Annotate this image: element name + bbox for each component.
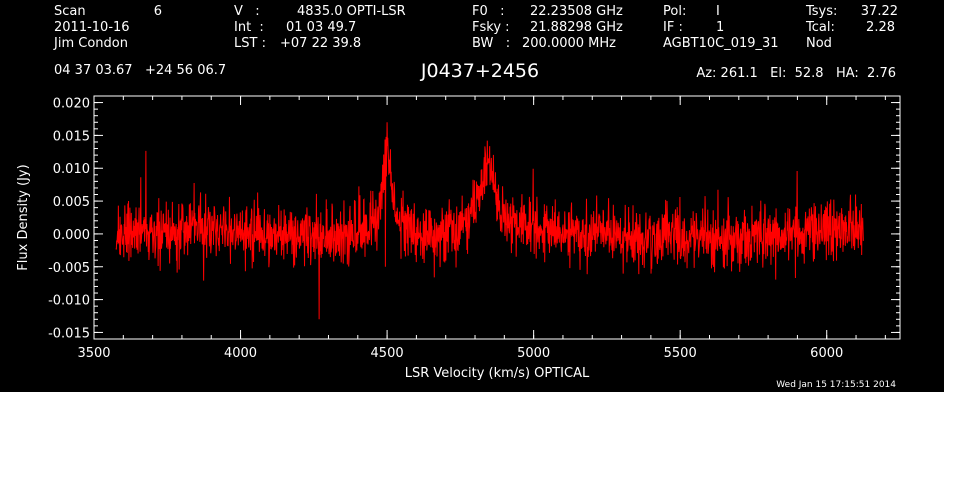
tcal-value: 2.28 — [866, 20, 895, 35]
x-tick-label: 6000 — [810, 346, 843, 361]
integration-value: 01 03 49.7 — [286, 20, 357, 35]
x-tick-label: 5500 — [664, 346, 697, 361]
y-tick-label: -0.015 — [48, 326, 90, 341]
y-axis-label: Flux Density (Jy) — [16, 164, 31, 270]
lst-label: LST : — [234, 36, 266, 51]
y-tick-label: 0.015 — [53, 129, 90, 144]
observer-name: Jim Condon — [54, 36, 128, 51]
x-tick-label: 4500 — [371, 346, 404, 361]
x-tick-label: 5000 — [517, 346, 550, 361]
y-tick-label: 0.000 — [53, 228, 90, 243]
if-value: 1 — [716, 20, 725, 35]
pointing-info: Az: 261.1 El: 52.8 HA: 2.76 — [696, 66, 896, 81]
spectrum-plot: 3500 4000 4500 5000 5500 6000 0.020 0.015 0.010 0… — [16, 95, 901, 381]
observation-date: 2011-10-16 — [54, 20, 130, 35]
if-label: IF : — [663, 20, 683, 35]
source-coordinates: 04 37 03.67 +24 56 06.7 — [54, 63, 227, 78]
tsys-label: Tsys: — [806, 4, 838, 19]
y-tick-label: -0.010 — [48, 294, 90, 309]
spectrum-trace — [115, 122, 864, 320]
velocity-label: V : — [234, 4, 260, 19]
velocity-value: 4835.0 OPTI-LSR — [297, 4, 406, 19]
x-tick-label: 4000 — [224, 346, 257, 361]
y-tick-label: 0.020 — [53, 97, 90, 112]
tcal-label: Tcal: — [806, 20, 835, 35]
polarization-value: I — [716, 4, 720, 19]
scan-value: 6 — [153, 4, 162, 19]
plot-timestamp: Wed Jan 15 17:15:51 2014 — [776, 380, 896, 390]
scan-label: Scan — [54, 4, 86, 19]
sky-frequency-label: Fsky : — [472, 20, 510, 35]
spectrum-figure: Scan 6 2011-10-16 Jim Condon 04 37 03.67… — [0, 0, 944, 392]
y-tick-label: 0.010 — [53, 162, 90, 177]
sky-frequency-value: 21.88298 GHz — [530, 20, 623, 35]
bandwidth-value: 200.0000 MHz — [522, 36, 616, 51]
plot-frame — [93, 95, 901, 340]
rest-frequency-label: F0 : — [472, 4, 505, 19]
x-tick-label: 3500 — [77, 346, 110, 361]
lst-value: +07 22 39.8 — [280, 36, 362, 51]
project-id: AGBT10C_019_31 — [663, 36, 779, 51]
integration-label: Int : — [234, 20, 264, 35]
rest-frequency-value: 22.23508 GHz — [530, 4, 623, 19]
x-axis-label: LSR Velocity (km/s) OPTICAL — [405, 366, 590, 381]
bandwidth-label: BW : — [472, 36, 511, 51]
source-name: J0437+2456 — [420, 60, 540, 82]
y-tick-label: 0.005 — [53, 195, 90, 210]
tsys-value: 37.22 — [860, 4, 898, 19]
procedure-name: Nod — [806, 36, 832, 51]
polarization-label: Pol: — [663, 4, 687, 19]
y-tick-label: -0.005 — [48, 261, 90, 276]
